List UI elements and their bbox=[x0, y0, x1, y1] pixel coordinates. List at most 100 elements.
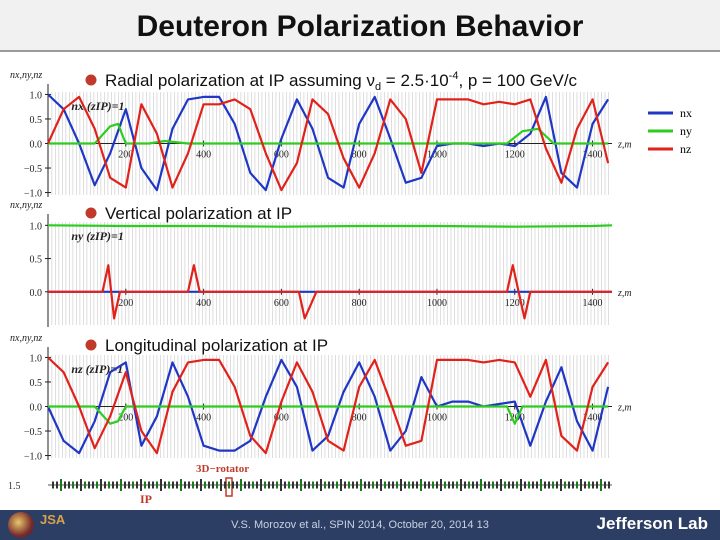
lattice-element bbox=[196, 481, 198, 489]
lattice-element bbox=[364, 481, 366, 489]
lab-seal-icon bbox=[8, 512, 34, 538]
lattice-element bbox=[508, 481, 510, 489]
x-tick-label: 600 bbox=[274, 298, 289, 309]
bullet-dot bbox=[85, 207, 97, 219]
lattice-element bbox=[376, 481, 378, 489]
lattice-element bbox=[208, 481, 210, 489]
lattice-element bbox=[420, 479, 422, 491]
y-axis-label: nx,ny,nz bbox=[10, 200, 42, 211]
lattice-element bbox=[156, 481, 158, 489]
bullet-text: Vertical polarization at IP bbox=[105, 204, 292, 223]
lattice-element bbox=[240, 479, 242, 491]
x-tick-label: 1200 bbox=[505, 298, 525, 309]
lattice-element bbox=[52, 481, 54, 489]
lattice-element bbox=[468, 481, 470, 489]
inset-label: ny (zIP)=1 bbox=[71, 229, 124, 243]
lattice-element bbox=[272, 481, 274, 489]
bullet-dot bbox=[85, 74, 97, 86]
x-tick-label: 1400 bbox=[583, 150, 603, 161]
lattice-element bbox=[76, 481, 78, 489]
x-tick-label: 400 bbox=[196, 298, 211, 309]
lattice-element bbox=[172, 481, 174, 489]
lattice-element bbox=[356, 481, 358, 489]
lattice-element bbox=[160, 479, 162, 491]
y-tick-label: −0.5 bbox=[24, 427, 42, 438]
lattice-element bbox=[412, 481, 414, 489]
lattice-element bbox=[372, 481, 374, 489]
title-band bbox=[0, 0, 720, 50]
lattice-element bbox=[284, 481, 286, 489]
lattice-element bbox=[64, 481, 66, 489]
lattice-element bbox=[444, 481, 446, 489]
y-tick-label: 1.0 bbox=[30, 90, 43, 101]
lattice-element bbox=[544, 481, 546, 489]
charts-layer: 1.0 0.5 0.0 −0.5 −1.0 200 400 600 800 1000 1200 140… bbox=[10, 70, 632, 463]
y-tick-label: 0.0 bbox=[30, 403, 43, 414]
lattice-element bbox=[392, 481, 394, 489]
lattice-element bbox=[324, 481, 326, 489]
lattice-element bbox=[116, 481, 118, 489]
x-tick-label: 200 bbox=[118, 150, 133, 161]
y-tick-label: 1.0 bbox=[30, 221, 43, 232]
lattice-element bbox=[572, 481, 574, 489]
lattice-element bbox=[320, 479, 322, 491]
lattice-element bbox=[436, 481, 438, 489]
lattice-element bbox=[60, 479, 62, 491]
bullet-exp: -4 bbox=[449, 70, 459, 82]
lattice-element bbox=[492, 481, 494, 489]
lattice-element bbox=[580, 479, 582, 491]
lattice-element bbox=[340, 479, 342, 491]
footer-band bbox=[0, 510, 720, 540]
lattice-element bbox=[568, 481, 570, 489]
lattice-element bbox=[536, 481, 538, 489]
y-tick-label: 0.5 bbox=[30, 378, 43, 389]
lattice-element bbox=[512, 481, 514, 489]
lattice-element bbox=[452, 481, 454, 489]
bullet-1: Radial polarization at IP assuming νd = … bbox=[85, 70, 578, 93]
lattice-element bbox=[228, 481, 230, 489]
bullet-eq: = 2.5·10 bbox=[381, 71, 449, 90]
lattice-element bbox=[548, 481, 550, 489]
lattice-element bbox=[304, 481, 306, 489]
lattice-element bbox=[296, 481, 298, 489]
lattice-element bbox=[152, 481, 154, 489]
lattice-element bbox=[584, 481, 586, 489]
bullet-dot bbox=[85, 339, 97, 351]
lattice-element bbox=[204, 481, 206, 489]
x-tick-label: 200 bbox=[118, 298, 133, 309]
lattice-element bbox=[608, 481, 610, 489]
lattice-element bbox=[200, 479, 202, 491]
lattice-y-label: 1.5 bbox=[8, 481, 21, 492]
x-tick-label: 1200 bbox=[505, 150, 525, 161]
series-line-ny bbox=[48, 122, 609, 145]
lattice-element bbox=[344, 481, 346, 489]
x-tick-label: 200 bbox=[118, 413, 133, 424]
series-line-ny bbox=[48, 405, 609, 425]
lattice-element bbox=[120, 479, 122, 491]
y-tick-label: 0.0 bbox=[30, 140, 43, 151]
lattice-element bbox=[136, 481, 138, 489]
lattice-element bbox=[592, 481, 594, 489]
bullet-text: Longitudinal polarization at IP bbox=[105, 336, 328, 355]
lattice-element bbox=[460, 479, 462, 491]
x-tick-label: 1400 bbox=[583, 413, 603, 424]
lattice-element bbox=[476, 481, 478, 489]
lattice-element bbox=[176, 481, 178, 489]
lattice-element bbox=[404, 481, 406, 489]
legend-label-nz: nz bbox=[680, 142, 691, 156]
lattice-element bbox=[92, 481, 94, 489]
lattice-element bbox=[596, 481, 598, 489]
lattice-element bbox=[260, 479, 262, 491]
x-tick-label: 1000 bbox=[427, 150, 447, 161]
lattice-element bbox=[464, 481, 466, 489]
lattice-element bbox=[112, 481, 114, 489]
lattice-element bbox=[484, 481, 486, 489]
lattice-element bbox=[312, 481, 314, 489]
lattice-element bbox=[180, 479, 182, 491]
lattice-element bbox=[588, 481, 590, 489]
legend-label-ny: ny bbox=[680, 124, 692, 138]
x-axis-label: z,m bbox=[617, 140, 632, 151]
lattice-element bbox=[288, 481, 290, 489]
lattice-element bbox=[440, 479, 442, 491]
lattice-element bbox=[432, 481, 434, 489]
